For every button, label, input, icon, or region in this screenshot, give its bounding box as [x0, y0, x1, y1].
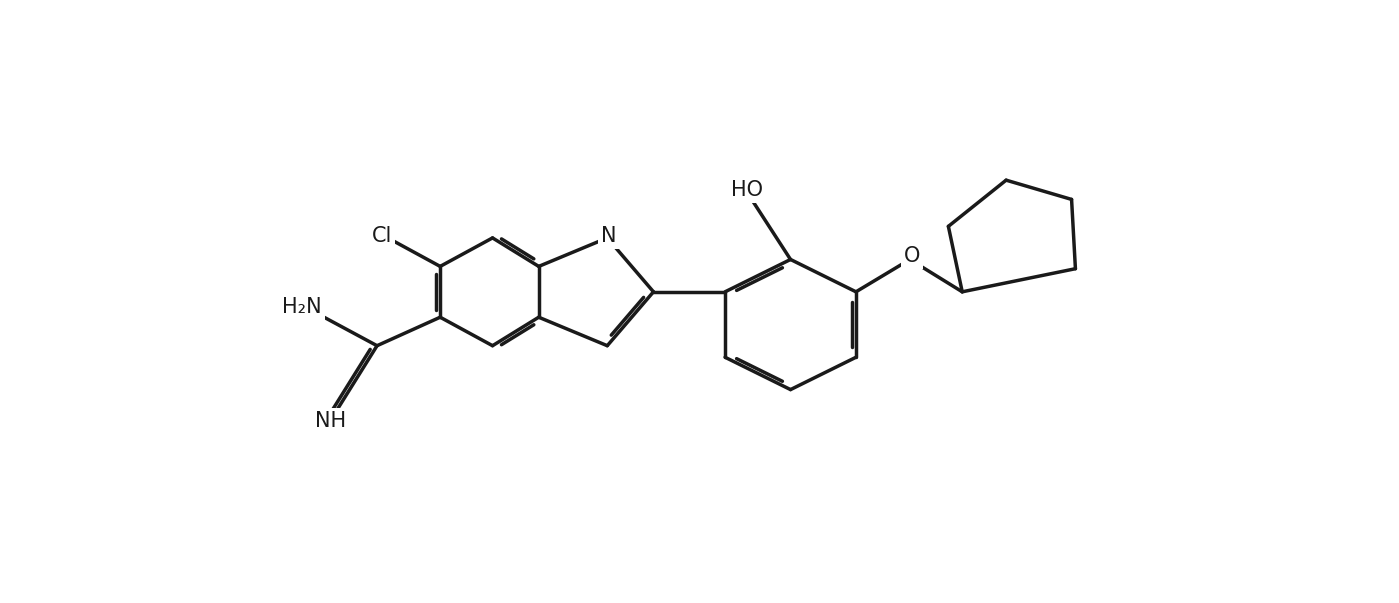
- Text: Cl: Cl: [372, 226, 392, 247]
- Text: N: N: [602, 226, 617, 247]
- Text: NH: NH: [315, 411, 347, 431]
- Text: HO: HO: [730, 180, 762, 200]
- Text: O: O: [904, 245, 921, 265]
- Text: H₂N: H₂N: [281, 297, 322, 317]
